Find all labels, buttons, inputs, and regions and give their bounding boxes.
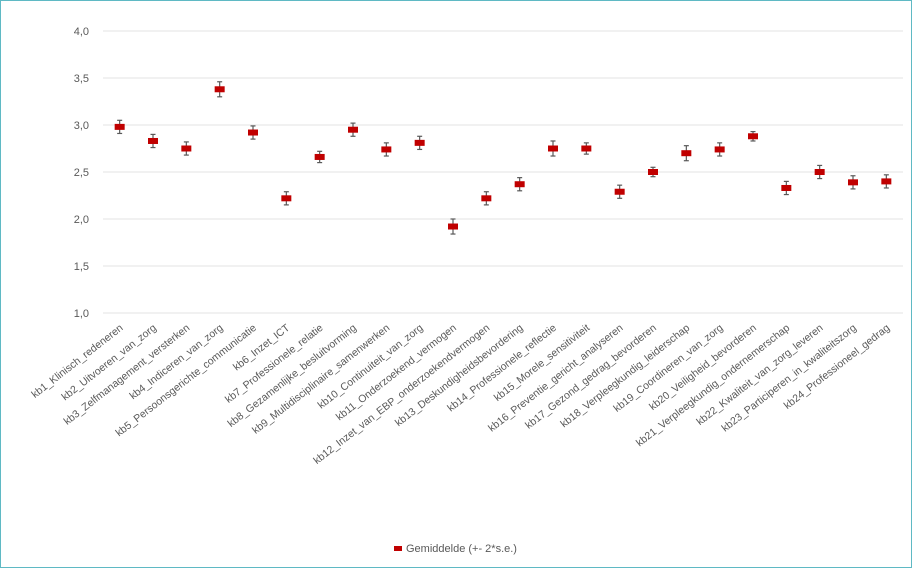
y-tick-label: 1,0 — [74, 308, 89, 320]
data-point — [548, 145, 558, 152]
error-bars — [117, 81, 889, 235]
data-point — [581, 145, 592, 152]
data-point — [348, 126, 358, 133]
data-point — [748, 133, 758, 140]
data-markers — [114, 86, 892, 230]
data-point — [681, 150, 692, 157]
y-tick-label: 3,5 — [74, 73, 89, 85]
y-tick-label: 3,0 — [74, 120, 89, 132]
y-tick-label: 2,0 — [74, 214, 89, 226]
data-point — [481, 195, 492, 202]
data-point — [214, 86, 225, 93]
data-point — [714, 146, 725, 153]
data-point — [448, 223, 458, 230]
data-point — [781, 184, 792, 191]
x-tick-label: kb3_Zelfmanagement_versterken — [62, 322, 193, 428]
data-point — [181, 145, 192, 152]
legend: Gemiddelde (+- 2*s.e.) — [394, 543, 517, 555]
data-point — [248, 129, 258, 136]
data-point — [314, 153, 325, 160]
data-point — [814, 169, 825, 175]
data-point — [114, 123, 125, 130]
data-point — [148, 137, 158, 144]
data-point — [614, 188, 625, 195]
legend-label: Gemiddelde (+- 2*s.e.) — [406, 543, 517, 555]
data-point — [514, 181, 525, 188]
gridlines — [103, 30, 903, 314]
data-point — [881, 178, 892, 185]
data-point — [281, 195, 292, 202]
data-point — [648, 169, 658, 175]
y-axis: 1,0 1,5 2,0 2,5 3,0 3,5 4,0 — [74, 26, 89, 320]
legend-swatch — [394, 546, 402, 551]
data-point — [848, 179, 858, 186]
data-point — [381, 146, 392, 153]
data-point — [414, 139, 425, 146]
x-axis: kb1_Klinisch_redenerenkb2_Uitvoeren_van_… — [29, 322, 892, 467]
y-tick-label: 4,0 — [74, 26, 89, 38]
y-tick-label: 2,5 — [74, 167, 89, 179]
y-tick-label: 1,5 — [74, 261, 89, 273]
